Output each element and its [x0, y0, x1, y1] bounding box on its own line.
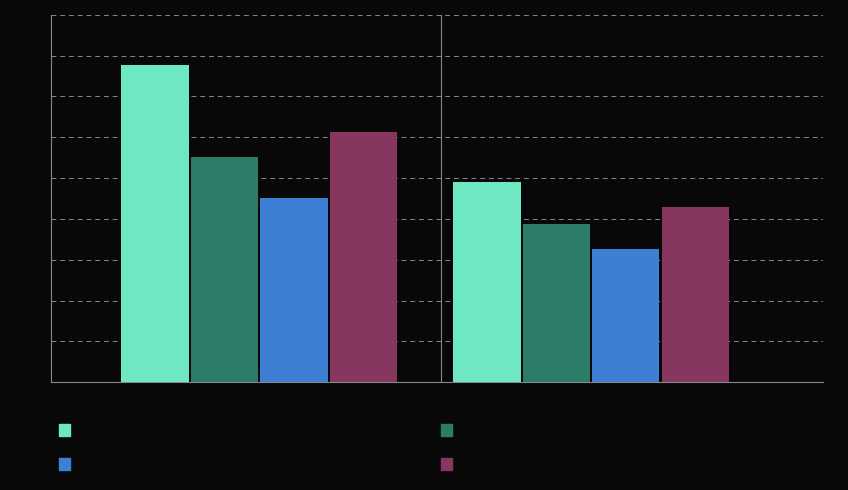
- Bar: [522, 223, 590, 382]
- Bar: [191, 157, 258, 382]
- Bar: [453, 182, 521, 382]
- Bar: [121, 65, 189, 382]
- Bar: [330, 132, 397, 382]
- Bar: [260, 198, 327, 382]
- Bar: [592, 248, 660, 382]
- Bar: [661, 207, 729, 382]
